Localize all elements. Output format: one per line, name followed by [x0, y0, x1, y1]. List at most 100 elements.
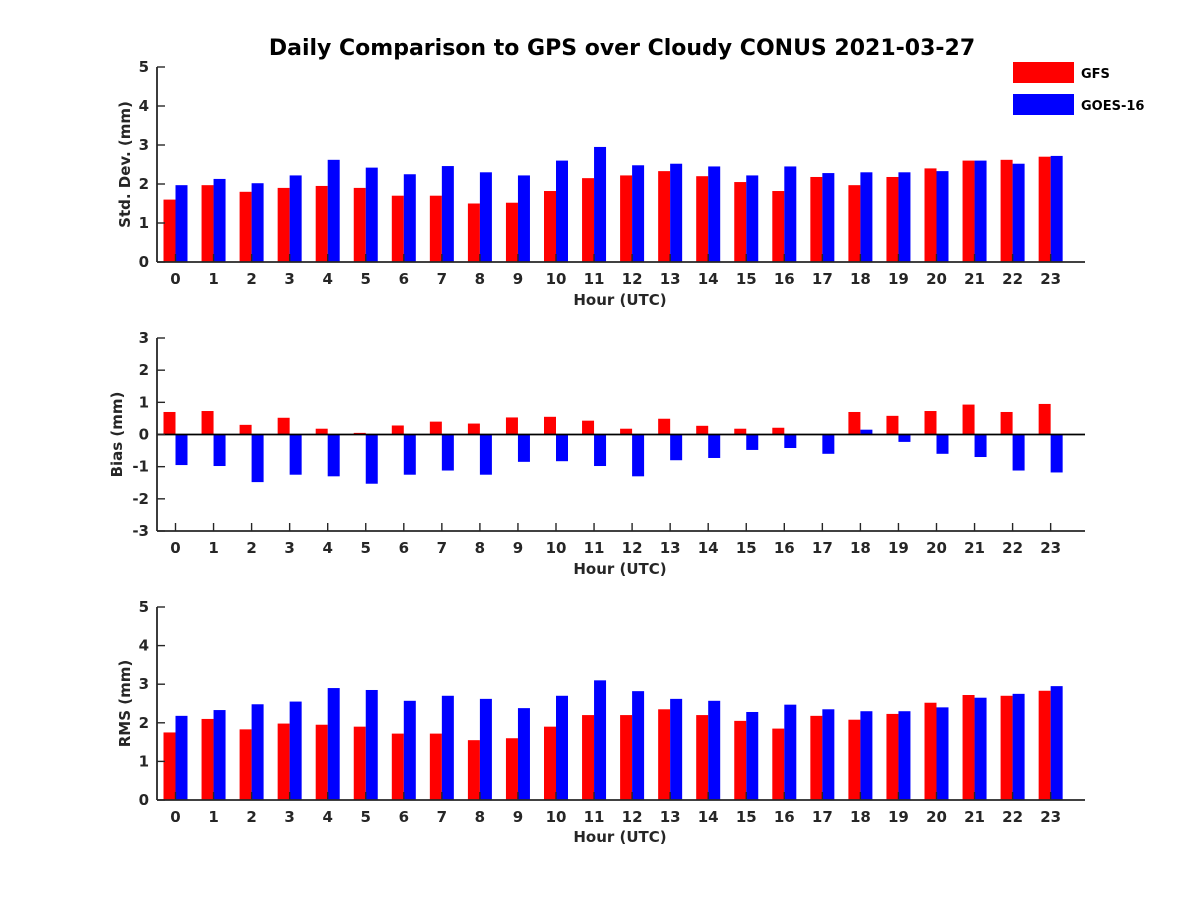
bar-gfs-hour-23	[1038, 690, 1051, 800]
bar-goes16-hour-15	[746, 711, 759, 800]
x-tick-label: 1	[208, 270, 218, 288]
bar-goes16-hour-8	[479, 698, 492, 800]
bar-goes16-hour-16	[784, 704, 797, 800]
bar-goes16-hour-9	[517, 708, 530, 800]
bar-goes16-hour-23	[1050, 686, 1063, 800]
x-tick-label: 13	[660, 270, 681, 288]
x-tick-label: 13	[660, 808, 681, 826]
x-tick-label: 11	[584, 270, 605, 288]
x-axis-label: Hour (UTC)	[573, 828, 666, 846]
bar-gfs-hour-21	[962, 404, 975, 435]
bar-gfs-hour-1	[201, 718, 214, 800]
bar-gfs-hour-21	[962, 160, 975, 262]
bar-gfs-hour-11	[582, 178, 595, 262]
x-tick-label: 11	[584, 808, 605, 826]
bar-gfs-hour-14	[696, 425, 709, 435]
y-tick-label: 0	[139, 253, 149, 271]
bar-goes16-hour-10	[556, 160, 568, 262]
x-tick-label: 7	[437, 539, 447, 557]
bar-gfs-hour-10	[544, 416, 556, 435]
bar-goes16-hour-4	[327, 688, 340, 800]
bar-goes16-hour-5	[365, 434, 378, 484]
x-tick-label: 10	[546, 808, 567, 826]
x-tick-label: 20	[926, 270, 947, 288]
bar-gfs-hour-6	[391, 425, 404, 435]
bar-goes16-hour-17	[822, 434, 835, 454]
bar-gfs-hour-16	[772, 191, 785, 262]
bar-gfs-hour-13	[658, 418, 671, 435]
bar-gfs-hour-16	[772, 427, 785, 435]
x-tick-label: 12	[622, 270, 643, 288]
x-tick-label: 10	[546, 270, 567, 288]
x-tick-label: 3	[284, 539, 294, 557]
y-tick-label: 2	[139, 714, 149, 732]
x-tick-label: 19	[888, 539, 909, 557]
x-tick-label: 4	[322, 808, 332, 826]
x-tick-label: 17	[812, 808, 833, 826]
y-tick-label: 3	[139, 136, 149, 154]
bar-gfs-hour-3	[277, 417, 290, 435]
bar-goes16-hour-11	[594, 434, 607, 467]
x-tick-label: 9	[513, 808, 523, 826]
bar-gfs-hour-8	[467, 740, 480, 800]
x-tick-label: 12	[622, 539, 643, 557]
bar-gfs-hour-15	[734, 428, 747, 435]
bar-goes16-hour-19	[898, 711, 911, 800]
x-tick-label: 6	[399, 270, 409, 288]
x-axis-label: Hour (UTC)	[573, 560, 666, 578]
x-tick-label: 15	[736, 270, 757, 288]
bar-gfs-hour-0	[163, 199, 176, 262]
bar-gfs-hour-6	[391, 195, 404, 262]
bar-goes16-hour-3	[289, 175, 302, 262]
y-tick-label: 4	[139, 97, 149, 115]
x-tick-label: 9	[513, 270, 523, 288]
bar-goes16-hour-22	[1012, 434, 1025, 471]
bar-gfs-hour-4	[315, 185, 328, 262]
bar-goes16-hour-7	[441, 695, 454, 800]
bar-goes16-hour-20	[936, 707, 949, 800]
x-tick-label: 0	[170, 539, 180, 557]
bar-goes16-hour-9	[517, 434, 530, 462]
x-tick-label: 19	[888, 808, 909, 826]
bar-goes16-hour-13	[670, 163, 683, 262]
bar-gfs-hour-11	[582, 715, 595, 800]
bar-gfs-hour-0	[163, 411, 176, 435]
x-tick-label: 5	[361, 270, 371, 288]
bar-goes16-hour-21	[974, 434, 987, 458]
bar-gfs-hour-18	[848, 719, 861, 800]
y-tick-label: 1	[139, 393, 149, 411]
bar-gfs-hour-12	[620, 175, 633, 262]
chart-title: Daily Comparison to GPS over Cloudy CONU…	[269, 36, 975, 61]
bar-goes16-hour-2	[251, 183, 264, 262]
bar-gfs-hour-15	[734, 720, 747, 800]
bar-gfs-hour-17	[810, 715, 823, 800]
bar-goes16-hour-23	[1050, 155, 1063, 262]
x-tick-label: 17	[812, 270, 833, 288]
bar-goes16-hour-16	[784, 166, 797, 262]
bar-gfs-hour-4	[315, 428, 328, 435]
bar-goes16-hour-13	[670, 698, 683, 800]
x-tick-label: 0	[170, 270, 180, 288]
bar-gfs-hour-15	[734, 182, 747, 262]
bar-gfs-hour-8	[467, 203, 480, 262]
bar-goes16-hour-4	[327, 159, 340, 262]
bar-gfs-hour-20	[924, 168, 937, 262]
x-tick-label: 1	[208, 808, 218, 826]
y-tick-label: 3	[139, 329, 149, 347]
legend-label-gfs: GFS	[1081, 67, 1110, 82]
bar-goes16-hour-14	[708, 434, 721, 458]
x-tick-label: 23	[1040, 270, 1061, 288]
bar-goes16-hour-10	[556, 434, 568, 462]
bar-goes16-hour-5	[365, 167, 378, 262]
x-tick-label: 2	[246, 808, 256, 826]
bar-gfs-hour-17	[810, 176, 823, 262]
legend-label-goes16: GOES-16	[1081, 99, 1144, 114]
bar-gfs-hour-22	[1000, 159, 1013, 262]
bar-goes16-hour-1	[213, 178, 226, 262]
bar-goes16-hour-11	[594, 146, 607, 262]
x-tick-label: 15	[736, 539, 757, 557]
bar-goes16-hour-10	[556, 695, 568, 800]
bar-gfs-hour-19	[886, 415, 899, 435]
bar-gfs-hour-23	[1038, 403, 1051, 435]
